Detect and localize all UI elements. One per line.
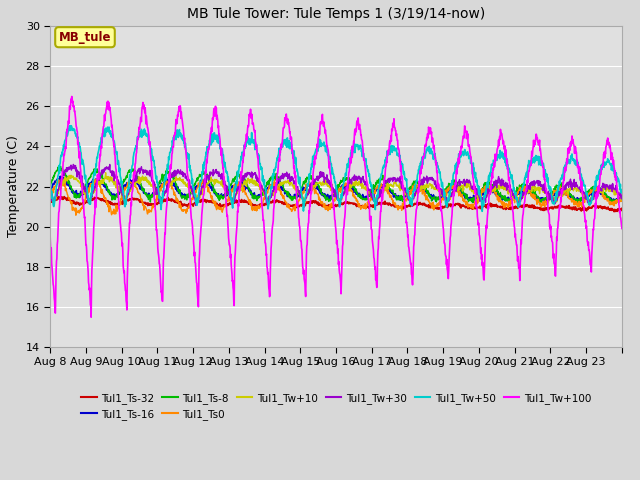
Line: Tul1_Tw+100: Tul1_Tw+100 <box>50 96 622 317</box>
Tul1_Tw+50 <box>478 208 486 214</box>
Tul1_Ts-16 <box>609 201 616 206</box>
Tul1_Ts-8 <box>607 202 615 207</box>
Tul1_Ts0 <box>311 188 319 193</box>
Y-axis label: Temperature (C): Temperature (C) <box>7 135 20 238</box>
Tul1_Ts-16 <box>311 184 319 190</box>
Tul1_Tw+50 <box>46 180 54 186</box>
Tul1_Ts-8 <box>321 193 329 199</box>
Tul1_Ts-32 <box>136 199 144 205</box>
Tul1_Tw+10 <box>611 190 619 195</box>
Tul1_Ts0 <box>472 201 479 206</box>
Tul1_Ts-16 <box>618 194 626 200</box>
Tul1_Tw+100 <box>87 314 95 320</box>
Tul1_Ts-8 <box>611 201 619 206</box>
Tul1_Ts-32 <box>55 193 63 199</box>
Text: MB_tule: MB_tule <box>59 31 111 44</box>
Tul1_Tw+10 <box>46 189 54 195</box>
Line: Tul1_Tw+10: Tul1_Tw+10 <box>50 173 622 204</box>
Tul1_Ts-16 <box>611 197 619 203</box>
Tul1_Ts-8 <box>471 196 479 202</box>
Tul1_Tw+30 <box>192 203 200 208</box>
Tul1_Ts0 <box>611 199 619 205</box>
Tul1_Tw+100 <box>556 205 563 211</box>
Tul1_Ts-16 <box>555 189 563 195</box>
Tul1_Tw+10 <box>618 193 626 199</box>
Tul1_Ts0 <box>322 206 330 212</box>
Tul1_Tw+30 <box>611 186 619 192</box>
Legend: Tul1_Ts-32, Tul1_Ts-16, Tul1_Ts-8, Tul1_Ts0, Tul1_Tw+10, Tul1_Tw+30, Tul1_Tw+50,: Tul1_Ts-32, Tul1_Ts-16, Tul1_Ts-8, Tul1_… <box>77 389 595 424</box>
Tul1_Tw+50 <box>136 134 144 140</box>
Line: Tul1_Ts0: Tul1_Ts0 <box>50 179 622 215</box>
Tul1_Ts-32 <box>611 209 619 215</box>
Tul1_Tw+30 <box>618 192 626 198</box>
Tul1_Tw+10 <box>471 190 479 196</box>
Tul1_Ts-8 <box>46 183 54 189</box>
Tul1_Tw+100 <box>618 226 626 231</box>
Tul1_Tw+100 <box>611 168 619 174</box>
Tul1_Tw+100 <box>472 188 479 193</box>
Tul1_Ts-16 <box>46 187 54 192</box>
Tul1_Ts-32 <box>618 205 626 211</box>
Tul1_Ts-32 <box>46 198 54 204</box>
Tul1_Tw+100 <box>136 120 144 126</box>
Tul1_Ts-16 <box>471 193 479 199</box>
Tul1_Tw+10 <box>311 182 319 188</box>
Tul1_Tw+100 <box>46 234 54 240</box>
Tul1_Ts0 <box>136 193 144 199</box>
Tul1_Tw+10 <box>102 170 109 176</box>
Tul1_Ts-32 <box>321 203 329 209</box>
Tul1_Tw+10 <box>550 201 557 206</box>
Tul1_Ts0 <box>618 195 626 201</box>
Tul1_Tw+100 <box>68 94 76 99</box>
Tul1_Tw+50 <box>618 190 626 196</box>
Line: Tul1_Ts-32: Tul1_Ts-32 <box>50 196 622 212</box>
Line: Tul1_Tw+50: Tul1_Tw+50 <box>50 126 622 211</box>
Tul1_Ts-16 <box>56 173 64 179</box>
Tul1_Ts-16 <box>136 184 144 190</box>
Line: Tul1_Ts-8: Tul1_Ts-8 <box>50 167 622 204</box>
Tul1_Ts-8 <box>136 180 144 185</box>
Tul1_Ts-32 <box>311 200 319 205</box>
Tul1_Ts-8 <box>555 186 563 192</box>
Tul1_Ts0 <box>46 197 54 203</box>
Tul1_Ts0 <box>93 176 100 182</box>
Tul1_Tw+100 <box>322 132 330 137</box>
Line: Tul1_Tw+30: Tul1_Tw+30 <box>50 165 622 205</box>
Tul1_Tw+50 <box>67 123 75 129</box>
Tul1_Tw+50 <box>611 168 619 174</box>
Title: MB Tule Tower: Tule Temps 1 (3/19/14-now): MB Tule Tower: Tule Temps 1 (3/19/14-now… <box>187 7 485 21</box>
Tul1_Ts-8 <box>311 179 319 185</box>
Tul1_Tw+50 <box>471 175 479 181</box>
Line: Tul1_Ts-16: Tul1_Ts-16 <box>50 176 622 204</box>
Tul1_Tw+30 <box>46 188 54 193</box>
Tul1_Ts0 <box>72 212 80 218</box>
Tul1_Tw+50 <box>556 179 563 184</box>
Tul1_Ts-8 <box>57 164 65 169</box>
Tul1_Tw+10 <box>321 180 329 186</box>
Tul1_Ts0 <box>556 184 563 190</box>
Tul1_Tw+30 <box>556 192 563 198</box>
Tul1_Tw+30 <box>311 176 319 182</box>
Tul1_Ts-32 <box>610 209 618 215</box>
Tul1_Tw+10 <box>136 181 144 187</box>
Tul1_Ts-8 <box>618 193 626 199</box>
Tul1_Ts-16 <box>321 195 329 201</box>
Tul1_Tw+100 <box>311 154 319 159</box>
Tul1_Tw+10 <box>556 190 563 195</box>
Tul1_Tw+50 <box>311 151 319 157</box>
Tul1_Tw+30 <box>472 184 479 190</box>
Tul1_Tw+50 <box>321 148 329 154</box>
Tul1_Ts-32 <box>555 204 563 210</box>
Tul1_Tw+30 <box>322 175 330 180</box>
Tul1_Ts-32 <box>471 205 479 211</box>
Tul1_Tw+30 <box>69 162 77 168</box>
Tul1_Tw+30 <box>136 168 144 174</box>
